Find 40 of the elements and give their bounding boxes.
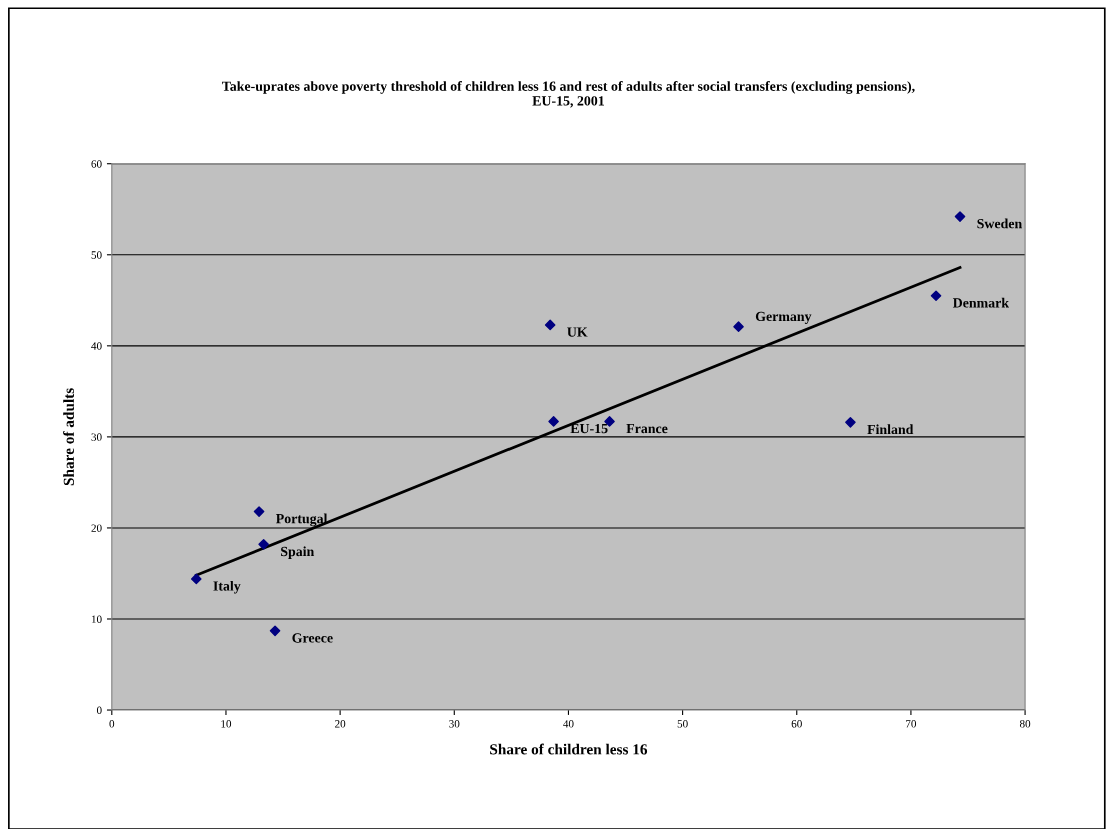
point: [733, 321, 744, 333]
point: [190, 573, 202, 585]
annotation: Italy: [213, 580, 241, 594]
y-tick-label: 50: [91, 251, 102, 259]
y-tick-label: 40: [91, 342, 102, 350]
annotation: Finland: [867, 424, 914, 435]
point: [269, 625, 281, 637]
point: [253, 506, 265, 517]
annotation: EU-15: [570, 423, 608, 434]
y-tick-label: 20: [91, 524, 102, 532]
point: [954, 211, 966, 222]
x-tick-label: 20: [335, 720, 346, 728]
annotation: Greece: [292, 633, 333, 643]
point: [930, 290, 942, 302]
y-tick-label: 30: [91, 433, 102, 441]
point: [544, 319, 556, 331]
y-axis-title: Share of adults: [63, 388, 75, 486]
chart-title: Take-uprates above poverty threshold of children less 16 and rest of adults after social transfers (excluding pensions), EU-15, 2001: [221, 80, 915, 108]
y-tick-label: 10: [91, 615, 102, 623]
x-tick-label: 60: [791, 720, 802, 728]
y-tick-label: 0: [96, 706, 102, 714]
annotation: Portugal: [275, 513, 328, 527]
annotation: Denmark: [952, 297, 1010, 308]
x-tick-label: 70: [906, 720, 917, 728]
x-tick-label: 40: [563, 720, 574, 728]
x-tick-label: 80: [1019, 720, 1031, 728]
point: [548, 416, 559, 427]
x-tick-label: 50: [677, 720, 688, 728]
x-tick-label: 10: [221, 720, 232, 728]
annotation: Germany: [755, 311, 812, 324]
annotation: UK: [567, 327, 588, 337]
point: [258, 539, 269, 550]
annotation: Spain: [281, 546, 315, 559]
x-tick-label: 30: [449, 720, 460, 728]
annotation: France: [626, 423, 668, 434]
x-axis-title: Share of children less 16: [490, 743, 648, 755]
annotation: Sweden: [977, 218, 1022, 229]
point: [845, 417, 856, 428]
y-tick-label: 60: [91, 160, 102, 168]
x-tick-label: 0: [109, 720, 115, 728]
